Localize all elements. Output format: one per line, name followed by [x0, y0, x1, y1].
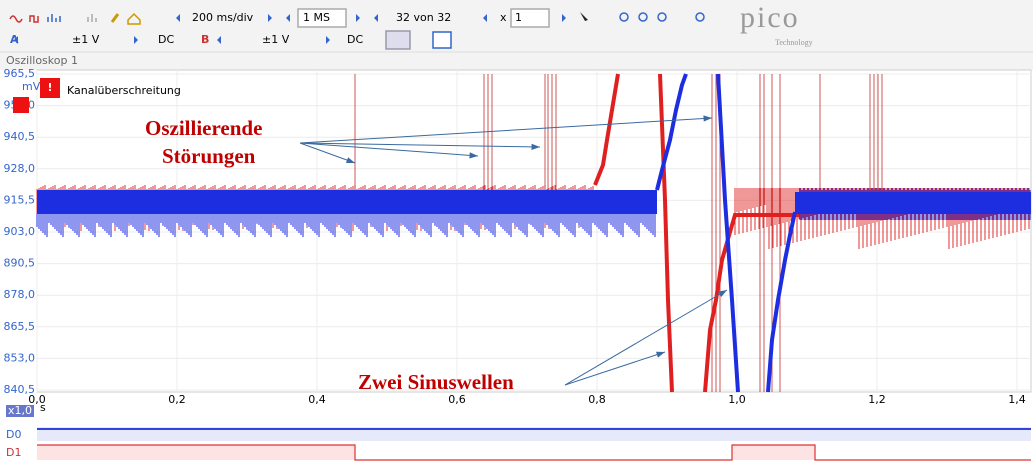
x-tick-label: 0,0	[28, 393, 46, 406]
icon[interactable]	[657, 12, 667, 22]
alert-mark: !	[47, 81, 52, 94]
channel-b-coupling[interactable]: DC	[347, 33, 363, 46]
x-tick-label: 1,0	[728, 393, 746, 406]
blue-band	[37, 190, 657, 214]
zoom-badge[interactable]	[6, 405, 34, 417]
y-tick-label: 940,5	[4, 130, 36, 143]
icon	[87, 14, 97, 22]
arrows	[299, 115, 728, 386]
arrow-head	[469, 152, 478, 159]
icon	[110, 13, 120, 23]
y-unit: mV	[22, 80, 41, 93]
arrow-head	[346, 157, 355, 164]
samples[interactable]: 1 MS	[303, 11, 330, 24]
y-tick-label: 928,0	[4, 162, 36, 175]
arrow-line	[564, 351, 666, 386]
scope-title: Oszilloskop 1	[6, 54, 78, 67]
d0-band	[37, 427, 1031, 441]
alert-icon[interactable]	[40, 78, 60, 98]
icon[interactable]	[580, 12, 588, 21]
annotation: Zwei Sinuswellen	[358, 370, 514, 394]
blue-band	[795, 192, 1031, 214]
channel-b[interactable]: B	[201, 33, 209, 46]
x-tick-label: 0,6	[448, 393, 466, 406]
blue-sine	[655, 73, 797, 393]
logo-sub: Technology	[775, 38, 813, 47]
y-tick-label: 878,0	[4, 288, 36, 301]
y-tick-label: 840,5	[4, 383, 36, 396]
arrow-line	[299, 142, 541, 148]
arrow-head	[718, 290, 727, 297]
x-tick-label: 1,2	[868, 393, 886, 406]
x-tick-label: 0,4	[308, 393, 326, 406]
y-tick-label: 965,5	[4, 67, 36, 80]
alert-icon-small	[13, 97, 29, 113]
channel-a-range[interactable]: ±1 V	[72, 33, 100, 46]
toolbar-icons	[9, 8, 705, 50]
x-tick-label: 0,8	[588, 393, 606, 406]
annotation: Störungen	[162, 144, 256, 168]
y-tick-label: 890,5	[4, 257, 36, 270]
icon	[9, 15, 23, 23]
red-sine	[593, 73, 800, 393]
d1-label: D1	[6, 446, 21, 459]
toolbar-text: 200 ms/div 1 MS 32 von 32 x 1 pico Techn…	[6, 1, 813, 67]
d1-fill	[37, 445, 815, 460]
zoom-badge-text: x1,0	[8, 404, 32, 417]
arrow-line	[564, 289, 728, 386]
icon[interactable]	[432, 31, 452, 49]
timebase[interactable]: 200 ms/div	[192, 11, 254, 24]
samples-box[interactable]	[297, 8, 347, 28]
x-unit: s	[40, 401, 46, 414]
channel-a-coupling[interactable]: DC	[158, 33, 174, 46]
icon	[47, 14, 61, 22]
arrow-head	[531, 143, 540, 150]
icon[interactable]	[695, 12, 705, 22]
zoom-value[interactable]: 1	[515, 11, 522, 24]
arrow-line	[299, 142, 479, 157]
icon	[29, 15, 39, 23]
arrow-line	[299, 117, 713, 144]
icon[interactable]	[619, 12, 629, 22]
arrow-head	[703, 115, 712, 122]
channel-a[interactable]: A	[10, 33, 19, 46]
arrow-button[interactable]	[14, 14, 566, 44]
arrow-line	[299, 142, 356, 164]
x-tick-label: 1,4	[1008, 393, 1026, 406]
annotation: Oszillierende	[145, 116, 262, 140]
icon[interactable]	[385, 30, 411, 50]
icon	[127, 12, 141, 25]
capture: 32 von 32	[396, 11, 451, 24]
d1-trace	[37, 444, 1031, 461]
zoom-label: x	[500, 11, 507, 24]
alert-text: Kanalüberschreitung	[67, 84, 181, 97]
channel-b-range[interactable]: ±1 V	[262, 33, 290, 46]
icon[interactable]	[638, 12, 648, 22]
y-tick-label: 853,0	[4, 351, 36, 364]
arrow-head	[656, 351, 665, 358]
x-tick-label: 0,2	[168, 393, 186, 406]
logo: pico	[740, 1, 800, 34]
zoom-box[interactable]	[510, 8, 550, 28]
d0-label: D0	[6, 428, 21, 441]
y-tick-label: 865,5	[4, 320, 36, 333]
y-tick-label: 915,5	[4, 193, 36, 206]
y-tick-label: 903,0	[4, 225, 36, 238]
waveforms	[36, 73, 1031, 393]
